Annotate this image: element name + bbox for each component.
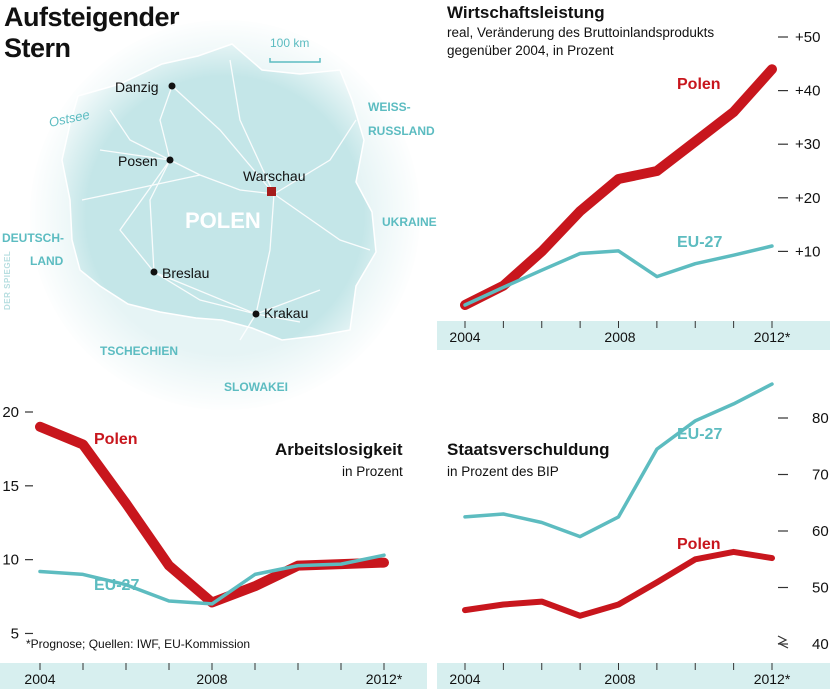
- city-dot-danzig: [168, 82, 176, 90]
- y-tick-label-2-0: 40: [812, 636, 829, 653]
- y-tick-label-0-0: +10: [795, 243, 820, 260]
- x-tick-label-2-0: 2004: [449, 671, 480, 687]
- series-label-0-1: EU-27: [677, 234, 722, 251]
- city-label-posen: Posen: [118, 153, 158, 169]
- x-axis-band-0: [437, 321, 830, 350]
- y-tick-label-0-3: +40: [795, 83, 820, 100]
- gdp-subtitle-line1: real, Veränderung des Bruttoinlandsprodu…: [447, 25, 715, 40]
- city-dot-breslau: [150, 268, 158, 276]
- city-label-warschau: Warschau: [243, 168, 306, 184]
- neighbor-czech: TSCHECHIEN: [100, 344, 178, 358]
- series-label-1-0: Polen: [94, 431, 138, 448]
- y-tick-label-1-2: 15: [2, 478, 19, 495]
- main-title-line1: Aufsteigender: [4, 2, 180, 32]
- y-tick-label-1-1: 10: [2, 552, 19, 569]
- y-tick-label-2-1: 50: [812, 580, 829, 597]
- y-tick-label-2-3: 70: [812, 467, 829, 484]
- city-dot-krakau: [252, 310, 260, 318]
- series-label-0-0: Polen: [677, 76, 721, 93]
- y-tick-label-2-4: 80: [812, 410, 829, 427]
- poland-map: 100 km Ostsee POLEN Danzig Posen Warscha…: [2, 17, 437, 413]
- x-tick-label-2-2: 2012*: [754, 671, 791, 687]
- debt-subtitle: in Prozent des BIP: [447, 464, 559, 479]
- series-line-0-eu-27: [463, 244, 774, 307]
- city-dot-posen: [166, 156, 174, 164]
- x-tick-label-0-2: 2012*: [754, 329, 791, 345]
- capital-marker-warschau: [267, 187, 276, 196]
- cities: Danzig Posen Warschau Breslau Krakau: [115, 79, 308, 321]
- unemployment-subtitle: in Prozent: [342, 464, 403, 479]
- series-line-2-eu-27: [463, 382, 774, 539]
- footnote: *Prognose; Quellen: IWF, EU-Kommission: [26, 637, 251, 651]
- series-label-2-1: EU-27: [677, 426, 722, 443]
- debt-title: Staatsverschuldung: [447, 440, 610, 459]
- gdp-title: Wirtschaftsleistung: [447, 3, 605, 22]
- scale-bar: 100 km: [269, 36, 321, 63]
- y-tick-label-1-3: 20: [2, 404, 19, 421]
- gdp-subtitle-line2: gegenüber 2004, in Prozent: [447, 43, 614, 58]
- x-tick-label-1-2: 2012*: [366, 671, 403, 687]
- neighbor-belarus-line1: WEISS-: [368, 100, 411, 114]
- main-title: Aufsteigender Stern: [4, 2, 180, 64]
- unemployment-title: Arbeitslosigkeit: [275, 440, 403, 459]
- series-line-1-eu-27: [38, 553, 386, 606]
- neighbor-slovakia: SLOWAKEI: [224, 380, 288, 394]
- series-label-2-0: Polen: [677, 536, 721, 553]
- country-label: POLEN: [185, 208, 261, 233]
- series-line-0-polen: [460, 64, 777, 310]
- x-axis-band-1: [0, 663, 427, 689]
- series-label-1-1: EU-27: [94, 577, 139, 594]
- city-label-krakau: Krakau: [264, 305, 308, 321]
- x-tick-label-1-1: 2008: [196, 671, 227, 687]
- axis-break-marker: [777, 635, 789, 649]
- y-tick-label-0-4: +50: [795, 29, 820, 46]
- y-tick-label-2-2: 60: [812, 523, 829, 540]
- x-tick-label-1-0: 2004: [24, 671, 55, 687]
- city-label-danzig: Danzig: [115, 79, 159, 95]
- x-tick-label-0-0: 2004: [449, 329, 480, 345]
- x-tick-label-2-1: 2008: [604, 671, 635, 687]
- main-title-line2: Stern: [4, 33, 71, 63]
- city-label-breslau: Breslau: [162, 265, 209, 281]
- neighbor-germany-line2: LAND: [30, 254, 64, 268]
- map-vignette: [27, 17, 423, 413]
- scale-label: 100 km: [270, 36, 309, 50]
- neighbor-labels: WEISS- RUSSLAND UKRAINE DEUTSCH- LAND TS…: [2, 100, 437, 394]
- y-tick-label-1-0: 5: [11, 625, 19, 642]
- neighbor-ukraine: UKRAINE: [382, 215, 437, 229]
- x-axis-band-2: [437, 663, 830, 689]
- series-line-2-polen: [462, 548, 775, 619]
- y-tick-label-0-2: +30: [795, 136, 820, 153]
- neighbor-belarus-line2: RUSSLAND: [368, 124, 435, 138]
- y-tick-label-0-1: +20: [795, 190, 820, 207]
- neighbor-germany-line1: DEUTSCH-: [2, 231, 64, 245]
- x-tick-label-0-1: 2008: [604, 329, 635, 345]
